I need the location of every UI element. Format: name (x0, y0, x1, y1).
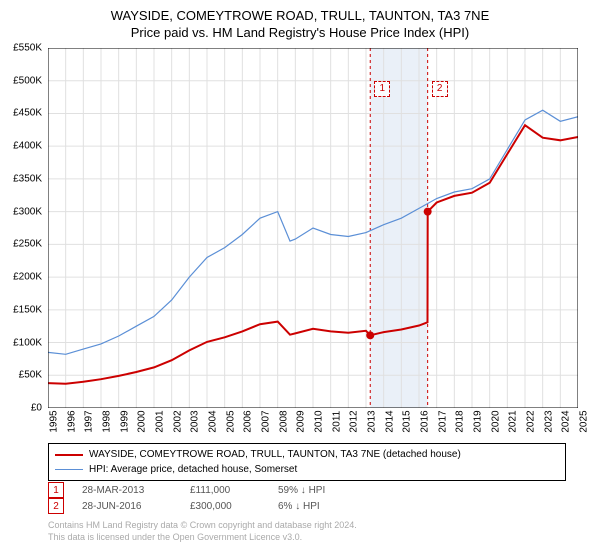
footer-note: Contains HM Land Registry data © Crown c… (48, 520, 357, 543)
sale-row: 1 28-MAR-2013 £111,000 59% ↓ HPI (48, 482, 338, 498)
sales-table: 1 28-MAR-2013 £111,000 59% ↓ HPI 2 28-JUN-201… (48, 482, 338, 514)
y-tick-label: £550K (2, 43, 42, 54)
sale-date: 28-MAR-2013 (82, 485, 182, 496)
footer-line1: Contains HM Land Registry data © Crown c… (48, 520, 357, 532)
sale-row: 2 28-JUN-2016 £300,000 6% ↓ HPI (48, 498, 338, 514)
y-tick-label: £150K (2, 304, 42, 315)
sale-marker: 2 (432, 81, 448, 97)
y-tick-label: £300K (2, 206, 42, 217)
legend-row-hpi: HPI: Average price, detached house, Some… (55, 462, 559, 477)
y-tick-label: £400K (2, 141, 42, 152)
legend-row-property: WAYSIDE, COMEYTROWE ROAD, TRULL, TAUNTON… (55, 447, 559, 462)
sale-date: 28-JUN-2016 (82, 501, 182, 512)
footer-line2: This data is licensed under the Open Gov… (48, 532, 357, 544)
sale-pct-vs-hpi: 6% ↓ HPI (278, 501, 338, 512)
legend-label-property: WAYSIDE, COMEYTROWE ROAD, TRULL, TAUNTON… (89, 447, 461, 462)
x-tick-label: 2025 (567, 410, 590, 432)
y-tick-label: £50K (2, 370, 42, 381)
legend: WAYSIDE, COMEYTROWE ROAD, TRULL, TAUNTON… (48, 443, 566, 481)
sale-price: £300,000 (190, 501, 270, 512)
y-tick-label: £100K (2, 337, 42, 348)
chart-title: WAYSIDE, COMEYTROWE ROAD, TRULL, TAUNTON… (0, 0, 600, 42)
sale-index-box: 2 (48, 498, 64, 514)
y-tick-label: £500K (2, 75, 42, 86)
chart-area: £0£50K£100K£150K£200K£250K£300K£350K£400… (48, 48, 578, 408)
sale-index-box: 1 (48, 482, 64, 498)
chart-svg (48, 48, 578, 408)
y-tick-label: £250K (2, 239, 42, 250)
title-line1: WAYSIDE, COMEYTROWE ROAD, TRULL, TAUNTON… (0, 8, 600, 25)
y-tick-label: £200K (2, 272, 42, 283)
title-line2: Price paid vs. HM Land Registry's House … (0, 25, 600, 42)
y-tick-label: £450K (2, 108, 42, 119)
sale-pct-vs-hpi: 59% ↓ HPI (278, 485, 338, 496)
sale-price: £111,000 (190, 485, 270, 496)
y-tick-label: £350K (2, 173, 42, 184)
legend-label-hpi: HPI: Average price, detached house, Some… (89, 462, 297, 477)
sale-marker: 1 (374, 81, 390, 97)
